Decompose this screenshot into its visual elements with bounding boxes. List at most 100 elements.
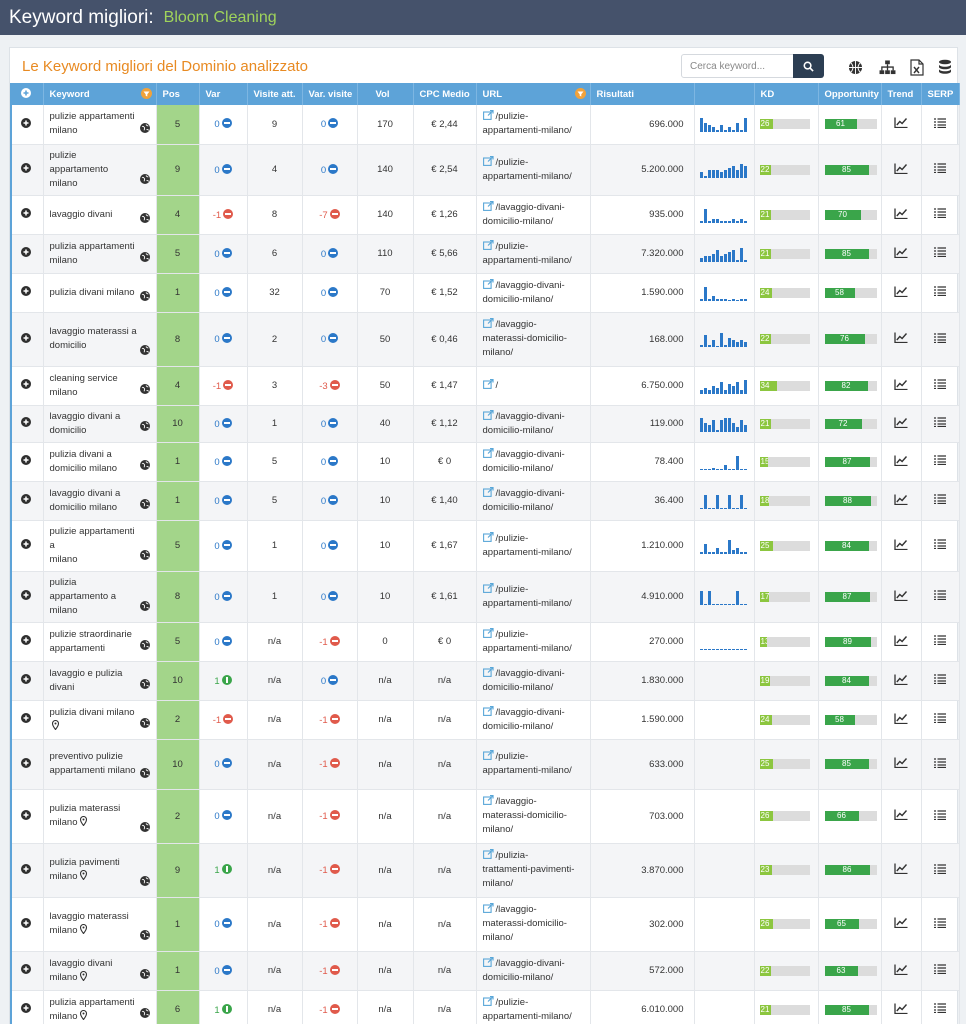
trend-button[interactable]	[881, 520, 922, 572]
url-cell[interactable]: /pulizie-appartamenti-milano/	[476, 571, 591, 623]
external-link-icon[interactable]	[482, 486, 494, 497]
url-cell[interactable]: /pulizie-appartamenti-milano/	[476, 520, 591, 572]
serp-button[interactable]	[921, 571, 960, 623]
trend-button[interactable]	[881, 700, 922, 740]
trend-button[interactable]	[881, 661, 922, 701]
trend-button[interactable]	[881, 405, 922, 443]
expand-row-button[interactable]	[10, 195, 44, 235]
url-cell[interactable]: /lavaggio-materassi-domicilio-milano/	[476, 897, 591, 952]
expand-row-button[interactable]	[10, 234, 44, 274]
external-link-icon[interactable]	[482, 627, 494, 638]
expand-row-button[interactable]	[10, 405, 44, 443]
basketball-icon[interactable]	[845, 57, 865, 77]
expand-row-button[interactable]	[10, 897, 44, 952]
serp-button[interactable]	[921, 442, 960, 482]
url-cell[interactable]: /pulizie-appartamenti-milano/	[476, 234, 591, 274]
url-cell[interactable]: /pulizie-appartamenti-milano/	[476, 144, 591, 196]
serp-button[interactable]	[921, 520, 960, 572]
serp-button[interactable]	[921, 195, 960, 235]
external-link-icon[interactable]	[482, 200, 494, 211]
url-cell[interactable]: /lavaggio-materassi-domicilio-milano/	[476, 312, 591, 367]
serp-button[interactable]	[921, 739, 960, 790]
url-cell[interactable]: /pulizie-appartamenti-milano/	[476, 990, 591, 1024]
trend-button[interactable]	[881, 990, 922, 1024]
external-link-icon[interactable]	[482, 705, 494, 716]
filter-icon[interactable]	[140, 88, 152, 99]
trend-button[interactable]	[881, 366, 922, 406]
serp-button[interactable]	[921, 366, 960, 406]
external-link-icon[interactable]	[482, 531, 494, 542]
col-opportunity[interactable]: Opportunity	[818, 83, 882, 105]
trend-button[interactable]	[881, 312, 922, 367]
col-vol[interactable]: Vol	[357, 83, 414, 105]
external-link-icon[interactable]	[482, 447, 494, 458]
expand-row-button[interactable]	[10, 366, 44, 406]
serp-button[interactable]	[921, 312, 960, 367]
expand-row-button[interactable]	[10, 661, 44, 701]
serp-button[interactable]	[921, 990, 960, 1024]
url-cell[interactable]: /lavaggio-divani-domicilio-milano/	[476, 661, 591, 701]
url-cell[interactable]: /pulizie-appartamenti-milano/	[476, 105, 591, 145]
url-cell[interactable]: /lavaggio-divani-domicilio-milano/	[476, 481, 591, 521]
serp-button[interactable]	[921, 273, 960, 313]
expand-row-button[interactable]	[10, 273, 44, 313]
expand-row-button[interactable]	[10, 481, 44, 521]
external-link-icon[interactable]	[482, 378, 494, 389]
serp-button[interactable]	[921, 481, 960, 521]
expand-row-button[interactable]	[10, 571, 44, 623]
serp-button[interactable]	[921, 897, 960, 952]
serp-button[interactable]	[921, 843, 960, 898]
url-cell[interactable]: /pulizie-appartamenti-milano/	[476, 622, 591, 662]
url-cell[interactable]: /lavaggio-materassi-domicilio-milano/	[476, 789, 591, 844]
url-cell[interactable]: /	[476, 366, 591, 406]
serp-button[interactable]	[921, 951, 960, 991]
external-link-icon[interactable]	[482, 110, 494, 121]
external-link-icon[interactable]	[482, 849, 494, 859]
col-visits[interactable]: Visite att.	[247, 83, 303, 105]
expand-row-button[interactable]	[10, 312, 44, 367]
url-cell[interactable]: /lavaggio-divani-domicilio-milano/	[476, 951, 591, 991]
expand-row-button[interactable]	[10, 739, 44, 790]
trend-button[interactable]	[881, 789, 922, 844]
external-link-icon[interactable]	[482, 995, 494, 1006]
trend-button[interactable]	[881, 571, 922, 623]
col-keyword[interactable]: Keyword	[43, 83, 157, 105]
col-pos[interactable]: Pos	[156, 83, 200, 105]
expand-row-button[interactable]	[10, 442, 44, 482]
serp-button[interactable]	[921, 144, 960, 196]
trend-button[interactable]	[881, 897, 922, 952]
trend-button[interactable]	[881, 739, 922, 790]
external-link-icon[interactable]	[482, 582, 494, 593]
trend-button[interactable]	[881, 234, 922, 274]
expand-row-button[interactable]	[10, 520, 44, 572]
serp-button[interactable]	[921, 622, 960, 662]
external-link-icon[interactable]	[482, 666, 494, 677]
url-cell[interactable]: /pulizia-trattamenti-pavimenti-milano/	[476, 843, 591, 898]
expand-all-header[interactable]	[10, 83, 44, 105]
trend-button[interactable]	[881, 481, 922, 521]
expand-row-button[interactable]	[10, 951, 44, 991]
url-cell[interactable]: /pulizie-appartamenti-milano/	[476, 739, 591, 790]
filter-icon[interactable]	[574, 88, 586, 99]
serp-button[interactable]	[921, 700, 960, 740]
expand-row-button[interactable]	[10, 144, 44, 196]
search-button[interactable]	[793, 54, 824, 78]
col-kd[interactable]: KD	[754, 83, 819, 105]
trend-button[interactable]	[881, 843, 922, 898]
external-link-icon[interactable]	[482, 795, 494, 805]
url-cell[interactable]: /lavaggio-divani-domicilio-milano/	[476, 442, 591, 482]
expand-row-button[interactable]	[10, 622, 44, 662]
serp-button[interactable]	[921, 789, 960, 844]
trend-button[interactable]	[881, 195, 922, 235]
trend-button[interactable]	[881, 951, 922, 991]
external-link-icon[interactable]	[482, 318, 494, 328]
trend-button[interactable]	[881, 622, 922, 662]
sitemap-icon[interactable]	[877, 57, 897, 77]
external-link-icon[interactable]	[482, 903, 494, 913]
col-results[interactable]: Risultati	[590, 83, 695, 105]
serp-button[interactable]	[921, 234, 960, 274]
serp-button[interactable]	[921, 405, 960, 443]
expand-row-button[interactable]	[10, 789, 44, 844]
excel-export-icon[interactable]	[907, 57, 927, 77]
col-url[interactable]: URL	[476, 83, 591, 105]
